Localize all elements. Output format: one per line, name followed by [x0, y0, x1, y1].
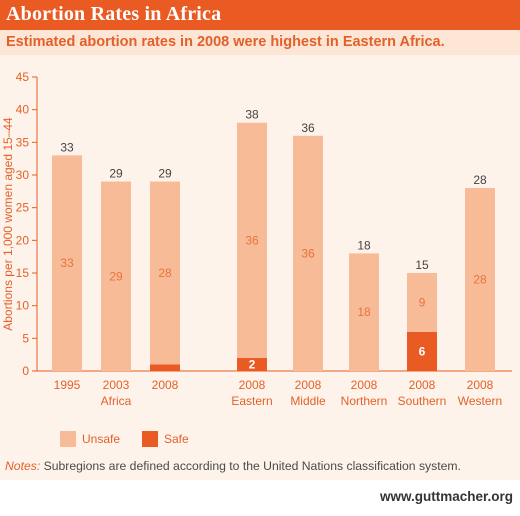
y-tick-label: 35 [16, 135, 30, 149]
y-tick-label: 30 [16, 168, 30, 182]
x-tick-label-year: 2008 [351, 378, 378, 392]
bar-label-unsafe: 36 [245, 233, 259, 247]
source-url: www.guttmacher.org [379, 489, 513, 504]
bar-label-unsafe: 28 [158, 266, 172, 280]
legend-swatch-safe [142, 431, 158, 447]
bar-label-unsafe: 9 [419, 295, 426, 309]
legend-swatch-unsafe [60, 431, 76, 447]
bar-total-label: 38 [245, 108, 259, 122]
bar-safe [407, 331, 437, 371]
bar-total-label: 33 [60, 140, 74, 154]
notes: Notes: Subregions are defined according … [5, 459, 461, 473]
chart-subtitle: Estimated abortion rates in 2008 were hi… [6, 34, 445, 50]
bar-unsafe [150, 181, 180, 365]
x-tick-label-region: Africa [101, 394, 132, 408]
bar-safe [150, 364, 180, 371]
y-tick-label: 45 [16, 70, 30, 84]
x-tick-label-region: Middle [290, 394, 326, 408]
legend-label-unsafe: Unsafe [82, 432, 120, 446]
bar-unsafe [349, 253, 379, 371]
bar-safe [237, 357, 267, 371]
notes-text: Subregions are defined according to the … [40, 459, 461, 473]
bar-total-label: 18 [357, 238, 371, 252]
bar-label-unsafe: 29 [109, 269, 123, 283]
bar-unsafe [293, 135, 323, 371]
x-tick-label-year: 2008 [409, 378, 436, 392]
subtitle-bar: Estimated abortion rates in 2008 were hi… [0, 30, 520, 55]
y-tick-label: 40 [16, 103, 30, 117]
x-tick-label-region: Southern [398, 394, 447, 408]
bar-total-label: 36 [301, 121, 315, 135]
x-tick-label-year: 2003 [103, 378, 130, 392]
y-axis-label: Abortions per 1,000 women aged 15–44 [1, 117, 15, 331]
x-tick-label-year: 2008 [239, 378, 266, 392]
title-bar: Abortion Rates in Africa [0, 0, 520, 30]
x-tick-label-year: 2008 [295, 378, 322, 392]
bar-label-safe: 2 [249, 357, 256, 371]
x-tick-label-region: Eastern [231, 394, 272, 408]
bar-label-unsafe: 36 [301, 246, 315, 260]
bar-label-safe: 6 [419, 344, 426, 358]
x-tick-label-region: Northern [341, 394, 388, 408]
x-tick-label-year: 1995 [54, 378, 81, 392]
bar-unsafe [237, 122, 267, 358]
bar-total-label: 29 [158, 167, 172, 181]
y-tick-label: 25 [16, 201, 30, 215]
x-tick-label-year: 2008 [152, 378, 179, 392]
bar-total-label: 15 [415, 258, 429, 272]
bar-unsafe [101, 181, 131, 371]
bar-total-label: 28 [473, 173, 487, 187]
chart-title: Abortion Rates in Africa [6, 3, 222, 25]
notes-label: Notes: [5, 459, 41, 473]
y-tick-label: 10 [16, 299, 30, 313]
y-tick-label: 20 [16, 233, 30, 247]
bar-label-unsafe: 33 [60, 256, 74, 270]
y-tick-label: 0 [22, 364, 29, 378]
y-tick-label: 15 [16, 266, 30, 280]
bar-total-label: 29 [109, 167, 123, 181]
bar-unsafe [407, 273, 437, 332]
bar-label-unsafe: 18 [357, 305, 371, 319]
legend-label-safe: Safe [164, 432, 189, 446]
bar-label-unsafe: 28 [473, 273, 487, 287]
bar-unsafe [465, 188, 495, 371]
x-tick-label-region: Western [458, 394, 502, 408]
y-tick-label: 5 [22, 331, 29, 345]
bar-unsafe [52, 155, 82, 371]
x-tick-label-year: 2008 [467, 378, 494, 392]
